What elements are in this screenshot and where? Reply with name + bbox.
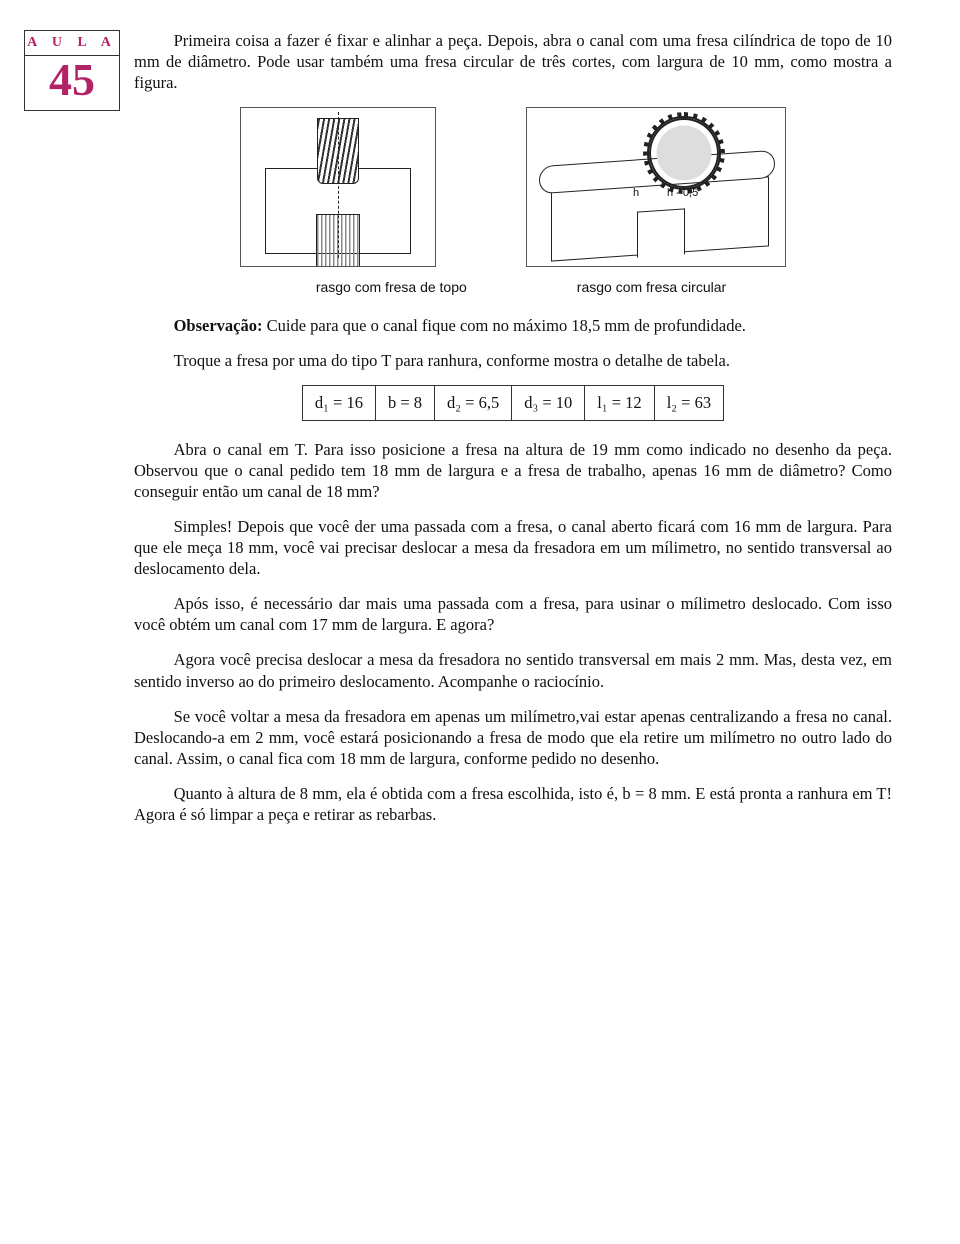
paragraph-7: Se você voltar a mesa da fresadora em ap… bbox=[134, 706, 892, 769]
table-cell: l₁ = 12 bbox=[585, 386, 654, 420]
dim-h-minus: h - 0,5 bbox=[667, 186, 698, 200]
observation-paragraph: Observação: Cuide para que o canal fique… bbox=[134, 315, 892, 336]
parameters-table: d₁ = 16 b = 8 d₂ = 6,5 d₃ = 10 l₁ = 12 l… bbox=[302, 385, 724, 420]
paragraph-3: Abra o canal em T. Para isso posicione a… bbox=[134, 439, 892, 502]
sidebar: A U L A 45 bbox=[0, 30, 134, 111]
figures-row: h h - 0,5 bbox=[134, 107, 892, 267]
caption-2: rasgo com fresa circular bbox=[577, 279, 726, 297]
main-content: Primeira coisa a fazer é fixar e alinhar… bbox=[134, 30, 892, 839]
aula-number: 45 bbox=[25, 56, 119, 104]
paragraph-2: Troque a fresa por uma do tipo T para ra… bbox=[134, 350, 892, 371]
observation-text: Cuide para que o canal fique com no máxi… bbox=[263, 316, 746, 335]
paragraph-4: Simples! Depois que você der uma passada… bbox=[134, 516, 892, 579]
table-row: d₁ = 16 b = 8 d₂ = 6,5 d₃ = 10 l₁ = 12 l… bbox=[302, 386, 723, 420]
dim-h: h bbox=[633, 186, 639, 200]
table-cell: l₂ = 63 bbox=[654, 386, 723, 420]
observation-label: Observação: bbox=[174, 316, 263, 335]
caption-1: rasgo com fresa de topo bbox=[316, 279, 467, 297]
figure-captions: rasgo com fresa de topo rasgo com fresa … bbox=[134, 279, 892, 297]
paragraph-5: Após isso, é necessário dar mais uma pas… bbox=[134, 593, 892, 635]
figure-fresa-topo bbox=[240, 107, 436, 267]
table-cell: d₃ = 10 bbox=[512, 386, 585, 420]
figure-fresa-circular: h h - 0,5 bbox=[526, 107, 786, 267]
paragraph-1: Primeira coisa a fazer é fixar e alinhar… bbox=[134, 30, 892, 93]
table-cell: d₁ = 16 bbox=[302, 386, 375, 420]
paragraph-8: Quanto à altura de 8 mm, ela é obtida co… bbox=[134, 783, 892, 825]
table-cell: d₂ = 6,5 bbox=[435, 386, 512, 420]
aula-box: A U L A 45 bbox=[24, 30, 120, 111]
paragraph-6: Agora você precisa deslocar a mesa da fr… bbox=[134, 649, 892, 691]
table-cell: b = 8 bbox=[375, 386, 434, 420]
aula-label: A U L A bbox=[25, 35, 119, 51]
